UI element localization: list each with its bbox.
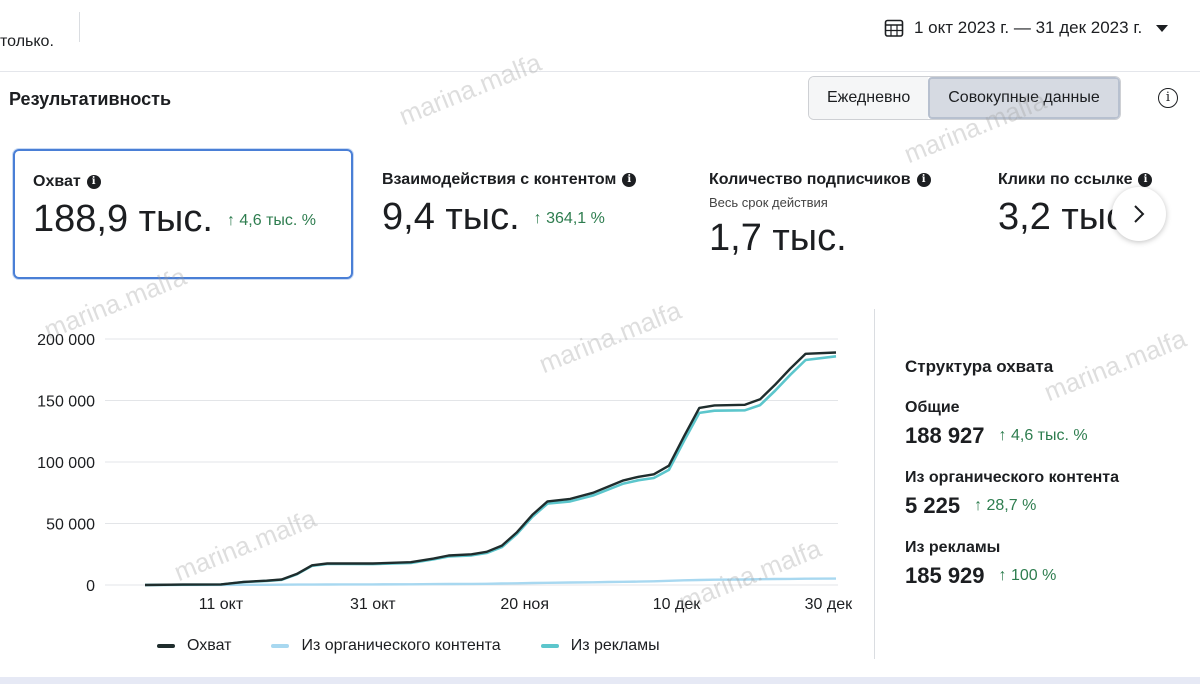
toggle-daily[interactable]: Ежедневно xyxy=(809,77,929,119)
info-icon[interactable]: i xyxy=(1158,88,1178,108)
x-tick-label: 20 ноя xyxy=(500,596,549,613)
caret-down-icon[interactable] xyxy=(1156,24,1169,32)
section-title: Результативность xyxy=(9,89,172,109)
structure-delta: ↑ 28,7 % xyxy=(974,497,1037,514)
legend-label: Из органического контента xyxy=(301,637,501,654)
structure-label-organic: Из органического контента xyxy=(905,469,1119,486)
metric-sublabel: Весь срок действия xyxy=(709,195,828,210)
structure-delta: ↑ 4,6 тыс. % xyxy=(998,427,1088,444)
legend-swatch xyxy=(157,644,175,648)
bottom-strip xyxy=(0,677,1200,684)
info-icon[interactable]: i xyxy=(86,175,101,189)
metric-label: Количество подписчиков i xyxy=(709,171,931,189)
metric-label: Охват i xyxy=(33,173,101,191)
truncated-description: только. xyxy=(0,33,54,50)
structure-label-total: Общие xyxy=(905,399,960,416)
metric-delta: ↑ 4,6 тыс. % xyxy=(226,211,317,229)
y-tick-label: 150 000 xyxy=(37,394,95,411)
next-metrics-button[interactable] xyxy=(1112,187,1166,241)
structure-title: Структура охвата xyxy=(905,357,1054,376)
view-toggle[interactable]: Ежедневно Совокупные данные xyxy=(808,76,1121,120)
metric-card-followers[interactable]: Количество подписчиков i Весь срок действ… xyxy=(691,149,981,279)
reach-line-chart: 0 50 000 100 000 150 000 200 000 11 окт 31 окт… xyxy=(37,332,853,613)
chart-legend: Охват Из органического контента Из рекла… xyxy=(157,637,700,655)
date-range-label: 1 окт 2023 г. — 31 дек 2023 г. xyxy=(914,18,1143,37)
metric-card-link-clicks[interactable]: Клики по ссылке i 3,2 тыс. xyxy=(980,149,1200,279)
divider xyxy=(874,309,875,659)
metric-card-engagement[interactable]: Взаимодействия с контентом i 9,4 тыс. ↑ 36… xyxy=(364,149,684,279)
structure-value-total: 188 927 ↑ 4,6 тыс. % xyxy=(905,423,1088,448)
metric-label: Клики по ссылке i xyxy=(998,171,1153,189)
x-tick-label: 30 дек xyxy=(805,596,853,613)
info-icon[interactable]: i xyxy=(916,173,931,187)
metric-card-reach[interactable]: Охват i 188,9 тыс. ↑ 4,6 тыс. % xyxy=(13,149,353,279)
reach-structure-panel: Структура охвата Общие 188 927 ↑ 4,6 тыс.… xyxy=(905,357,1185,609)
y-tick-label: 200 000 xyxy=(37,332,95,349)
series-line-organic xyxy=(144,577,837,587)
y-tick-label: 100 000 xyxy=(37,455,95,472)
metric-label: Взаимодействия с контентом i xyxy=(382,171,637,189)
legend-item-ads[interactable]: Из рекламы xyxy=(540,637,660,655)
metric-value: 9,4 тыс. ↑ 364,1 % xyxy=(382,196,605,238)
metric-value: 188,9 тыс. ↑ 4,6 тыс. % xyxy=(33,198,317,240)
y-tick-label: 50 000 xyxy=(46,517,95,534)
series-line-reach xyxy=(144,351,837,587)
legend-item-organic[interactable]: Из органического контента xyxy=(271,637,501,655)
x-tick-label: 10 дек xyxy=(653,596,701,613)
divider xyxy=(79,12,80,42)
structure-value-ads: 185 929 ↑ 100 % xyxy=(905,563,1057,588)
info-icon[interactable]: i xyxy=(622,173,637,187)
metric-value: 1,7 тыс. xyxy=(709,217,847,259)
legend-swatch xyxy=(271,644,290,648)
x-tick-label: 11 окт xyxy=(199,596,244,613)
legend-swatch xyxy=(540,644,559,648)
structure-value-organic: 5 225 ↑ 28,7 % xyxy=(905,493,1037,518)
legend-label: Охват xyxy=(187,637,232,654)
calendar-icon xyxy=(884,19,904,37)
performance-card: Результативность Ежедневно Совокупные да… xyxy=(0,73,1200,678)
info-icon[interactable]: i xyxy=(1138,173,1153,187)
structure-delta: ↑ 100 % xyxy=(998,567,1057,584)
chevron-right-icon xyxy=(1134,205,1145,223)
toggle-cumulative[interactable]: Совокупные данные xyxy=(928,77,1120,119)
x-tick-label: 31 окт xyxy=(350,596,396,613)
top-bar: только. 1 окт 2023 г. — 31 дек 2023 г. xyxy=(0,0,1200,72)
metric-delta: ↑ 364,1 % xyxy=(533,209,605,227)
date-range-picker[interactable]: 1 окт 2023 г. — 31 дек 2023 г. xyxy=(884,16,1169,40)
y-tick-label: 0 xyxy=(86,578,95,595)
structure-label-ads: Из рекламы xyxy=(905,539,1001,556)
legend-label: Из рекламы xyxy=(570,637,660,654)
legend-item-reach[interactable]: Охват xyxy=(157,637,231,655)
